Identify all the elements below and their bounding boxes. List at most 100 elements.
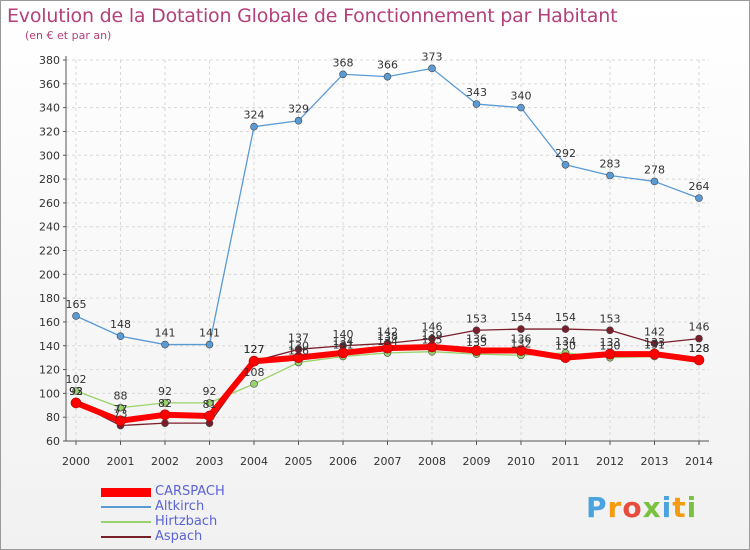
point-carspach-2006 bbox=[337, 347, 349, 359]
label-aspach-2013: 142 bbox=[644, 325, 665, 338]
label-aspach-2011: 154 bbox=[555, 311, 576, 324]
x-tick-2008: 2008 bbox=[418, 455, 446, 468]
label-carspach-2000: 92 bbox=[69, 385, 83, 398]
label-hirtzbach-2005: 126 bbox=[288, 344, 309, 357]
label-aspach-2005: 137 bbox=[288, 331, 309, 344]
y-tick-380: 380 bbox=[39, 54, 60, 67]
logo-letter: t bbox=[672, 491, 687, 524]
legend-label-aspach: Aspach bbox=[155, 529, 203, 544]
y-tick-300: 300 bbox=[39, 149, 60, 162]
point-carspach-2013 bbox=[649, 348, 660, 360]
legend-swatch-carspach bbox=[101, 488, 151, 497]
point-altkirch-2013 bbox=[650, 177, 659, 186]
point-carspach-2014 bbox=[693, 354, 705, 366]
label-altkirch-2014: 264 bbox=[689, 180, 710, 193]
label-carspach-2010: 136 bbox=[511, 333, 532, 346]
label-hirtzbach-2014: 128 bbox=[689, 342, 710, 355]
proxiti-logo: Proxiti bbox=[586, 491, 697, 524]
point-hirtzbach-2003 bbox=[205, 399, 214, 407]
x-tick-2007: 2007 bbox=[374, 455, 402, 468]
y-tick-120: 120 bbox=[39, 364, 60, 377]
point-carspach-2002 bbox=[159, 409, 171, 421]
label-aspach-2008: 146 bbox=[422, 321, 443, 334]
legend-swatch-hirtzbach bbox=[101, 521, 151, 523]
label-aspach-2009: 153 bbox=[466, 312, 487, 325]
x-tick-2002: 2002 bbox=[151, 455, 179, 468]
point-altkirch-2010 bbox=[517, 103, 525, 112]
label-carspach-2011: 130 bbox=[555, 340, 576, 353]
point-altkirch-2012 bbox=[606, 171, 614, 180]
x-tick-2012: 2012 bbox=[596, 455, 624, 468]
logo-letter: x bbox=[642, 491, 662, 524]
logo-letter: o bbox=[622, 491, 643, 524]
point-altkirch-2006 bbox=[339, 70, 347, 79]
label-hirtzbach-2004: 108 bbox=[244, 366, 265, 379]
label-hirtzbach-2011: 134 bbox=[555, 335, 576, 348]
series-layer bbox=[70, 64, 705, 430]
label-carspach-2004: 127 bbox=[244, 343, 265, 356]
label-altkirch-2012: 283 bbox=[600, 157, 621, 170]
label-altkirch-2001: 148 bbox=[110, 318, 131, 331]
label-carspach-2001: 77 bbox=[114, 403, 128, 416]
label-carspach-2006: 134 bbox=[333, 335, 354, 348]
label-hirtzbach-2013: 131 bbox=[644, 338, 665, 351]
label-altkirch-2010: 340 bbox=[511, 90, 532, 103]
label-hirtzbach-2008: 135 bbox=[422, 334, 443, 347]
label-altkirch-2006: 368 bbox=[333, 56, 354, 69]
y-tick-280: 280 bbox=[39, 173, 60, 186]
label-aspach-2012: 153 bbox=[600, 312, 621, 325]
chart-subtitle: (en € et par an) bbox=[25, 29, 112, 42]
y-tick-320: 320 bbox=[39, 125, 60, 138]
y-tick-160: 160 bbox=[39, 316, 60, 329]
label-altkirch-2009: 343 bbox=[466, 86, 487, 99]
label-carspach-2005: 130 bbox=[288, 340, 309, 353]
point-carspach-2001 bbox=[115, 415, 126, 427]
label-hirtzbach-2000: 102 bbox=[66, 373, 87, 386]
label-altkirch-2003: 141 bbox=[199, 327, 220, 340]
y-tick-80: 80 bbox=[46, 411, 60, 424]
label-altkirch-2004: 324 bbox=[244, 109, 265, 122]
point-carspach-2000 bbox=[70, 397, 82, 409]
point-carspach-2008 bbox=[426, 341, 438, 353]
y-tick-360: 360 bbox=[39, 78, 60, 91]
chart-title: Evolution de la Dotation Globale de Fonc… bbox=[7, 5, 618, 27]
point-carspach-2005 bbox=[293, 352, 304, 363]
point-aspach-2011 bbox=[561, 325, 570, 333]
legend-label-altkirch: Altkirch bbox=[155, 499, 205, 514]
point-carspach-2003 bbox=[204, 410, 215, 422]
y-tick-200: 200 bbox=[39, 268, 60, 281]
point-altkirch-2009 bbox=[472, 100, 481, 108]
label-altkirch-2005: 329 bbox=[288, 103, 309, 116]
label-carspach-2013: 133 bbox=[644, 336, 665, 349]
label-carspach-2007: 138 bbox=[377, 330, 398, 343]
point-altkirch-2001 bbox=[116, 332, 125, 341]
point-hirtzbach-2001 bbox=[116, 403, 125, 412]
point-altkirch-2003 bbox=[205, 340, 214, 349]
label-aspach-2010: 154 bbox=[511, 311, 532, 324]
label-layer: 165 148 141 141 324 329 368 366 373 343 340 292 283 2… bbox=[66, 50, 710, 420]
label-carspach-2003: 81 bbox=[203, 398, 217, 411]
point-aspach-2002 bbox=[161, 419, 169, 427]
x-tick-2004: 2004 bbox=[240, 455, 268, 468]
y-tick-180: 180 bbox=[39, 292, 60, 305]
x-tick-2001: 2001 bbox=[107, 455, 135, 468]
label-aspach-2006: 140 bbox=[333, 328, 354, 341]
label-hirtzbach-2007: 134 bbox=[377, 335, 398, 348]
y-tick-60: 60 bbox=[46, 435, 60, 448]
label-altkirch-2011: 292 bbox=[555, 147, 576, 160]
logo-letter: r bbox=[607, 491, 623, 524]
x-tick-2014: 2014 bbox=[685, 455, 713, 468]
point-carspach-2009 bbox=[471, 345, 482, 356]
point-carspach-2004 bbox=[248, 355, 260, 367]
grid-layer bbox=[66, 59, 709, 442]
x-tick-2010: 2010 bbox=[507, 455, 535, 468]
point-carspach-2007 bbox=[382, 342, 393, 354]
point-aspach-2009 bbox=[472, 326, 481, 335]
point-hirtzbach-2004 bbox=[250, 380, 258, 388]
label-carspach-2012: 133 bbox=[600, 336, 621, 349]
y-tick-240: 240 bbox=[39, 221, 60, 234]
label-hirtzbach-2006: 131 bbox=[333, 338, 354, 351]
point-altkirch-2005 bbox=[294, 116, 303, 125]
legend-label-carspach: CARSPACH bbox=[155, 484, 225, 499]
